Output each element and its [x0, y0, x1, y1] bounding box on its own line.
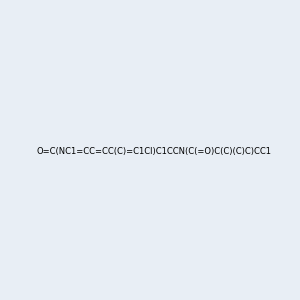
Text: O=C(NC1=CC=CC(C)=C1Cl)C1CCN(C(=O)C(C)(C)C)CC1: O=C(NC1=CC=CC(C)=C1Cl)C1CCN(C(=O)C(C)(C)…	[36, 147, 271, 156]
